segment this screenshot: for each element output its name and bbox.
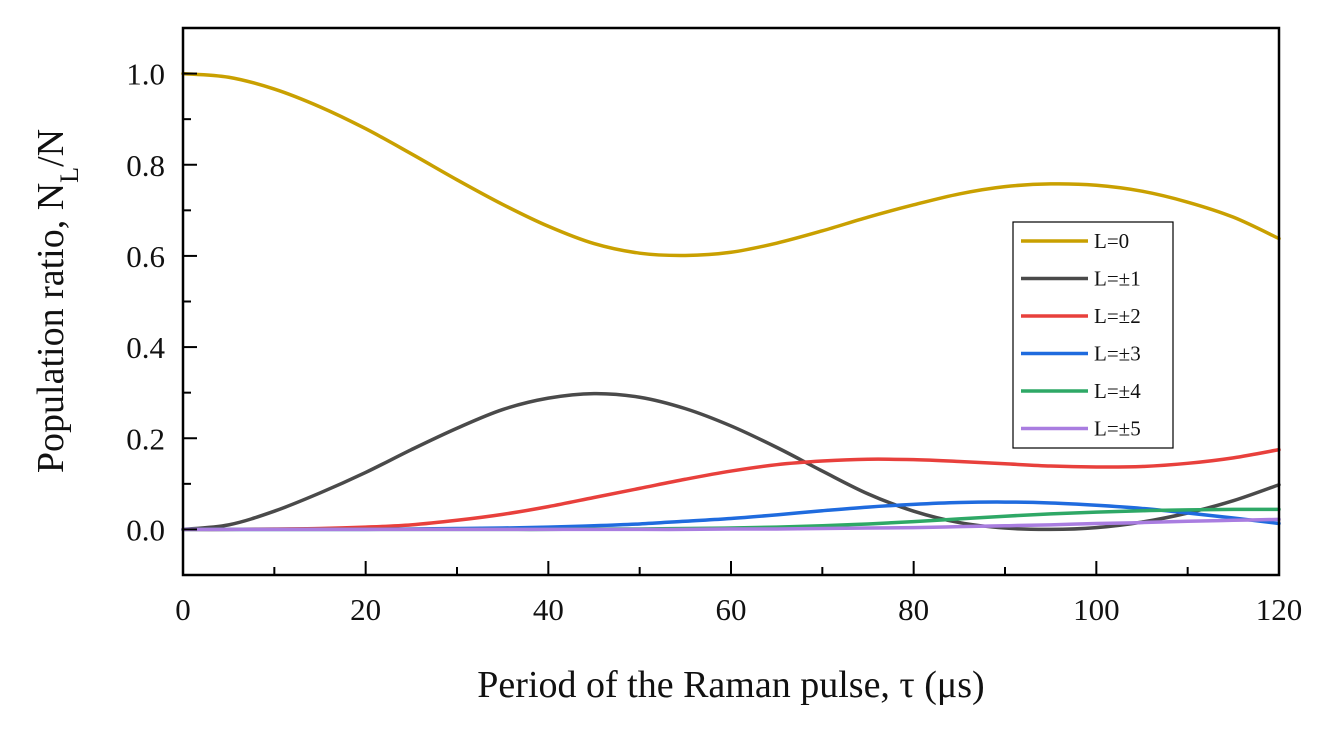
y-tick-label: 0.0 [126,512,165,547]
x-tick-label: 60 [716,592,747,627]
x-tick-label: 20 [350,592,381,627]
y-tick-label: 0.8 [126,148,165,183]
series-line-0 [181,71,1281,258]
legend-box [1012,221,1174,449]
legend-label-5: L=±5 [1094,417,1141,441]
legend-label-1: L=±1 [1094,267,1141,291]
y-tick-label: 0.6 [126,239,165,274]
series-layer [181,71,1281,532]
series-line-5 [181,517,1281,532]
y-axis-title: Population ratio, NL/N [30,129,84,473]
legend-label-2: L=±2 [1094,304,1141,328]
legend-label-0: L=0 [1094,229,1129,253]
series-line-2 [181,447,1281,532]
legend-label-4: L=±4 [1094,379,1141,403]
tick-layer [182,27,1280,576]
x-tick-label: 80 [898,592,929,627]
y-tick-label: 1.0 [126,57,165,92]
x-tick-label: 0 [175,592,191,627]
y-axis-title-subscript: L [55,167,84,183]
y-tick-labels: 0.0 0.2 0.4 0.6 0.8 1.0 [126,57,165,548]
x-axis-title: Period of the Raman pulse, τ (μs) [477,664,984,706]
y-axis-title-suffix: /N [30,129,72,167]
y-tick-label: 0.2 [126,421,165,456]
series-line-1 [181,391,1281,532]
legend: L=0 L=±1 L=±2 L=±3 L=±4 L=±5 [1012,221,1174,449]
x-tick-label: 100 [1073,592,1120,627]
y-axis-title-main: Population ratio, N [30,183,72,473]
x-tick-labels: 0 20 40 60 80 100 120 [175,592,1302,627]
legend-label-3: L=±3 [1094,342,1141,366]
y-tick-label: 0.4 [126,330,165,365]
x-tick-label: 120 [1256,592,1303,627]
x-tick-label: 40 [533,592,564,627]
